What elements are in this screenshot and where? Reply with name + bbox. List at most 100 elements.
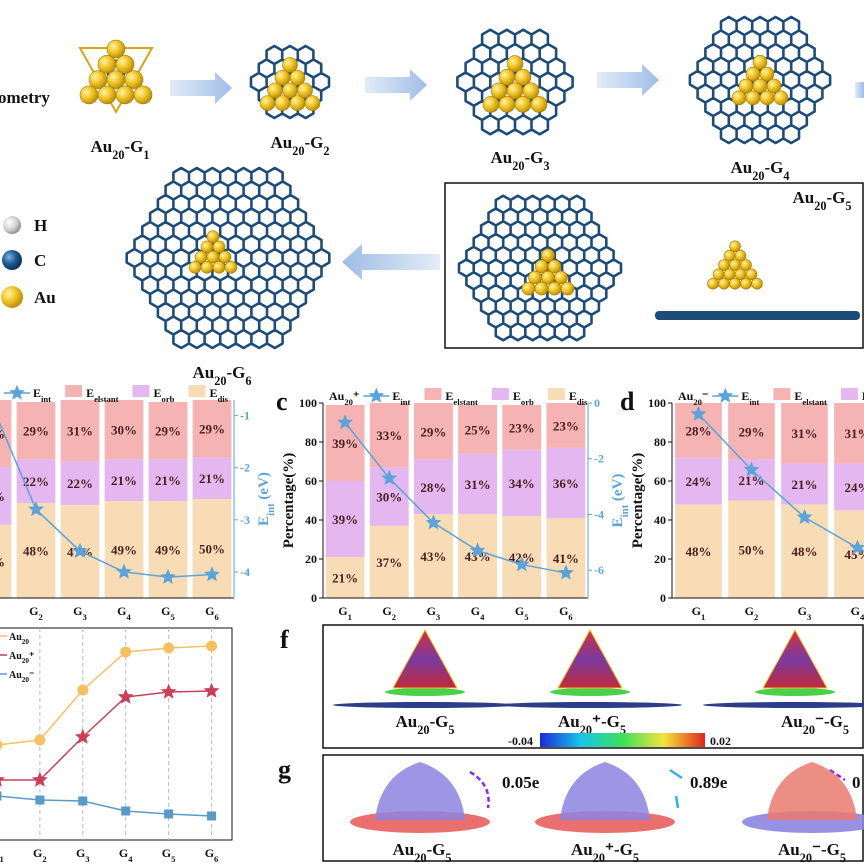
panel-box [322,754,864,862]
gold-atom [297,82,313,99]
gold-atom [115,85,135,105]
structure-label: Au20-G6 [193,363,252,388]
marker [425,514,442,530]
value-label: 29% [420,424,446,439]
gold-atom [729,240,741,253]
value-label: 21% [155,473,181,488]
x-tick-label: G5 [515,604,529,622]
transfer-arrow [669,768,683,809]
gold-atom [745,66,761,82]
value-label: 21% [792,477,818,492]
y-tick-label: 80 [305,435,317,449]
density-cluster [557,628,623,689]
gold-atom [745,90,761,106]
value-label: 25% [465,422,491,437]
colorbar-label: -0.04 [508,734,533,748]
bar-segment [502,404,542,450]
legend-label: Au [34,288,56,307]
bar-segment [0,400,12,468]
gold-atom [482,96,500,113]
bar-segment [104,500,144,598]
arrow [342,244,440,280]
x-tick-label: G4 [119,846,133,864]
marker [117,688,134,704]
value-label: 48% [792,544,818,559]
legend-system: Au20⁺ [329,389,359,407]
marker [204,566,220,582]
x-tick-label: G2 [745,604,759,622]
x-tick-label: G6 [205,604,219,622]
structure-label: Au20-G3 [491,148,550,173]
marker [74,728,91,744]
legend-label: Eelstant [86,386,119,404]
legend-swatch [188,385,206,397]
structure-label: Au20-G5 [393,840,452,864]
bar-segment [413,514,453,598]
value-label: 29% [23,424,49,439]
bar-segment [148,459,188,501]
x-tick-label: G3 [427,604,441,622]
graphene-side [333,702,517,708]
legend-label: Eint [741,389,759,407]
marker [35,795,45,805]
charge-label: 0.05e [502,773,540,792]
legend-label: Eorb [154,386,175,404]
bar-segment [675,457,722,505]
marker [72,542,88,558]
bar-segment [148,500,188,598]
gold-atom [274,95,291,111]
transfer-arrow [469,770,490,809]
bar-segment [104,459,144,501]
gold-atom [522,82,540,100]
value-label: 29% [0,489,5,504]
y2-tick-label: -4 [594,507,604,521]
legend-atom [3,216,21,234]
gold-atom [740,259,752,271]
gold-atom [751,277,763,290]
marker [849,539,864,555]
legend-swatch [132,385,150,397]
marker [0,777,5,787]
gold-atom [740,277,752,290]
value-label: 21% [739,473,765,488]
value-label: 22% [67,476,93,491]
gold-atom [133,85,153,105]
gold-atom [106,39,126,59]
x-tick-label: G3 [798,604,812,622]
x-tick-label: G2 [382,604,396,622]
gold-atom [212,260,226,274]
transfer-arrow [829,768,846,782]
gold-atom [282,57,298,73]
arrow [855,82,864,98]
bar-segment [148,401,188,460]
charge-label: 0.89e [690,773,728,792]
marker [381,469,398,485]
value-label: 24% [686,474,712,489]
bar-segment [458,404,498,454]
legend-label: Eelstant [445,389,478,407]
gold-atom [729,277,741,290]
marker [743,461,760,477]
bar-segment [546,447,586,519]
value-label: 34% [509,476,535,491]
graphene-side [498,702,682,708]
bar-segment [781,463,828,505]
gold-atom [752,78,768,94]
marker [337,414,353,430]
bar-segment [369,403,409,468]
bar-segment [834,510,864,598]
gold-atom [274,69,291,86]
density-cluster [392,628,458,689]
gold-atom [106,70,126,89]
y-tick-label: 0 [311,591,317,605]
value-label: 28% [686,423,712,438]
graphene-sheet [125,166,331,350]
gold-atom [224,260,238,274]
marker [469,542,486,558]
structure-label: Au20⁻-G5 [778,840,846,864]
colorbar [540,733,705,747]
y-tick-label: 0 [660,591,666,605]
x-tick-label: G5 [161,604,175,622]
gold-atom [514,96,532,113]
structure-label: Au20⁺-G5 [571,840,639,864]
